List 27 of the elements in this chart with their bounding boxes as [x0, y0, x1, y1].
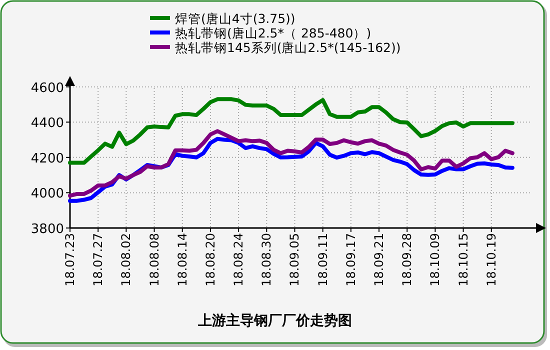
x-tick-label: 18.08.24	[232, 233, 246, 286]
x-tick-label: 18.08.30	[260, 233, 274, 286]
legend-label: 焊管(唐山4寸(3.75))	[175, 11, 296, 26]
x-tick-label: 18.10.19	[484, 233, 498, 286]
x-tick-label: 18.07.27	[91, 233, 106, 286]
y-tick-label: 4200	[30, 151, 64, 166]
legend-label: 热轧带钢145系列(唐山2.5*(145-162))	[175, 40, 401, 55]
x-tick-label: 18.10.09	[428, 233, 442, 286]
legend-label: 热轧带钢(唐山2.5*（ 285-480）)	[175, 26, 372, 40]
x-tick-label: 18.10.15	[456, 233, 470, 286]
x-tick-label: 18.07.23	[63, 233, 77, 286]
x-tick-label: 18.08.14	[175, 233, 190, 286]
x-tick-label: 18.08.20	[203, 233, 218, 286]
x-tick-label: 18.08.08	[147, 233, 162, 286]
x-tick-label: 18.09.28	[400, 233, 414, 286]
y-tick-label: 4600	[30, 80, 64, 96]
y-tick-label: 4400	[30, 116, 64, 132]
line-series	[68, 129, 514, 198]
x-tick-label: 18.09.05	[288, 233, 302, 286]
x-tick-label: 18.08.02	[119, 233, 134, 286]
y-tick-label: 4000	[30, 186, 64, 202]
y-tick-label: 3800	[30, 222, 64, 237]
line-series	[68, 97, 514, 165]
x-tick-label: 18.09.17	[344, 233, 358, 286]
text: 上游主导钢厂厂价走势图	[197, 312, 352, 329]
x-tick-label: 18.09.11	[316, 233, 330, 286]
x-tick-label: 18.09.21	[372, 233, 386, 286]
